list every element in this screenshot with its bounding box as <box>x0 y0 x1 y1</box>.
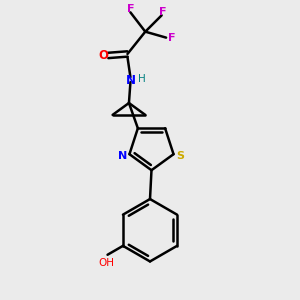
Text: H: H <box>138 74 146 84</box>
Text: N: N <box>125 74 135 87</box>
Text: N: N <box>118 151 128 161</box>
Text: F: F <box>159 7 167 17</box>
Text: S: S <box>176 151 184 161</box>
Text: O: O <box>99 49 109 62</box>
Text: F: F <box>168 33 175 43</box>
Text: OH: OH <box>98 258 114 268</box>
Text: F: F <box>127 4 134 14</box>
